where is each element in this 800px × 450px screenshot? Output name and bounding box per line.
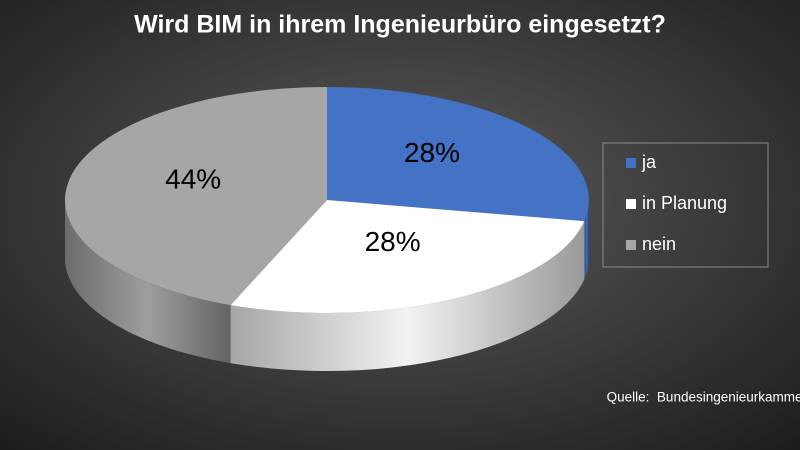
data-label: 44% xyxy=(165,163,221,194)
legend-label: nein xyxy=(642,234,676,254)
slice xyxy=(65,87,327,306)
legend-swatch xyxy=(626,240,636,250)
slice-side-shade xyxy=(230,221,585,371)
source-note: Quelle: Bundesingenieurkammer 12/2022 xyxy=(607,390,800,405)
data-label: 28% xyxy=(404,137,460,168)
legend-label: ja xyxy=(641,152,657,172)
legend-swatch xyxy=(626,199,636,209)
legend-box xyxy=(602,142,769,268)
legend-label: in Planung xyxy=(642,193,727,213)
slice xyxy=(230,200,585,313)
legend-swatch xyxy=(626,158,636,168)
chart-title: Wird BIM in ihrem Ingenieurbüro eingeset… xyxy=(134,11,666,39)
slice xyxy=(327,87,589,222)
slice-side-shade xyxy=(584,200,589,280)
data-label: 28% xyxy=(365,226,421,257)
slice-side-shade xyxy=(65,200,231,364)
